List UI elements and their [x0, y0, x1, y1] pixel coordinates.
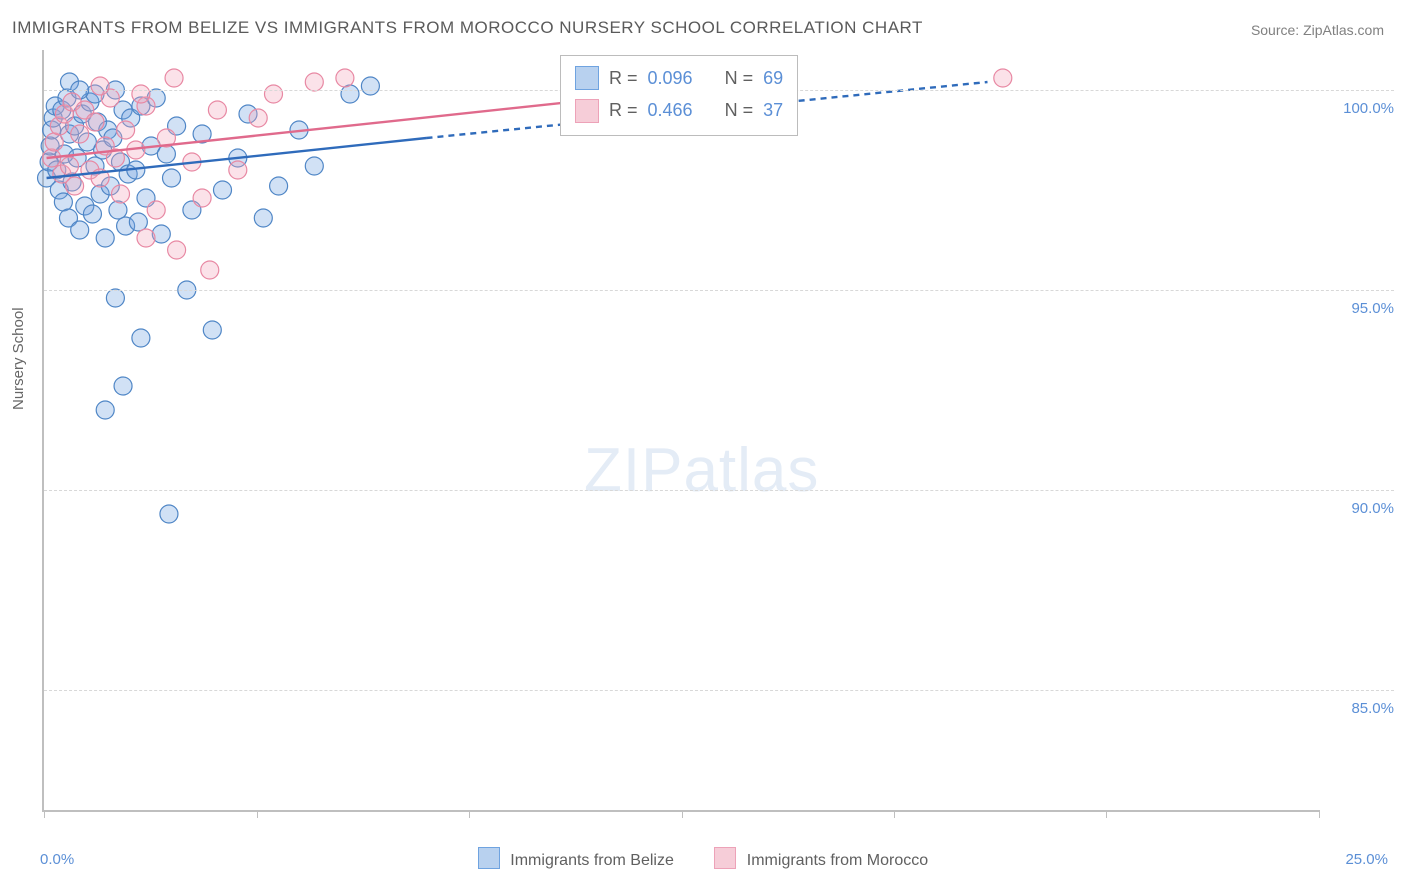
plot-area: ZIPatlas 85.0%90.0%95.0%100.0% — [42, 50, 1319, 812]
correlation-stats-box: R = 0.096 N = 69 R = 0.466 N = 37 — [560, 55, 798, 136]
scatter-point — [994, 69, 1012, 87]
stats-N-label: N = — [725, 94, 754, 126]
scatter-point — [91, 77, 109, 95]
y-tick-label: 90.0% — [1329, 500, 1394, 517]
scatter-point — [168, 241, 186, 259]
x-tick — [469, 810, 470, 818]
scatter-point — [117, 121, 135, 139]
x-tick — [894, 810, 895, 818]
scatter-point — [157, 145, 175, 163]
scatter-point — [137, 229, 155, 247]
legend-item-morocco: Immigrants from Morocco — [714, 847, 928, 870]
scatter-point — [160, 505, 178, 523]
stats-N-label: N = — [725, 62, 754, 94]
stats-R-label: R = — [609, 62, 638, 94]
scatter-point — [203, 321, 221, 339]
stats-swatch — [575, 99, 599, 123]
scatter-point — [341, 85, 359, 103]
y-tick-label: 100.0% — [1329, 100, 1394, 117]
x-tick-label-max: 25.0% — [1345, 851, 1388, 868]
gridline-h — [44, 290, 1394, 291]
scatter-point — [71, 125, 89, 143]
stats-row: R = 0.096 N = 69 — [575, 62, 783, 94]
y-tick-label: 95.0% — [1329, 300, 1394, 317]
stats-swatch — [575, 66, 599, 90]
scatter-point — [86, 113, 104, 131]
legend-label-morocco: Immigrants from Morocco — [747, 852, 928, 869]
chart-container: IMMIGRANTS FROM BELIZE VS IMMIGRANTS FRO… — [0, 0, 1406, 892]
chart-title: IMMIGRANTS FROM BELIZE VS IMMIGRANTS FRO… — [12, 18, 923, 38]
x-tick — [257, 810, 258, 818]
scatter-point — [305, 73, 323, 91]
scatter-point — [112, 185, 130, 203]
legend-swatch-belize — [478, 847, 500, 869]
scatter-point — [361, 77, 379, 95]
scatter-point — [201, 261, 219, 279]
scatter-point — [147, 201, 165, 219]
stats-N-value: 37 — [763, 94, 783, 126]
scatter-point — [336, 69, 354, 87]
stats-R-value: 0.096 — [648, 62, 693, 94]
scatter-point — [132, 329, 150, 347]
x-tick — [1106, 810, 1107, 818]
legend-swatch-morocco — [714, 847, 736, 869]
scatter-point — [254, 209, 272, 227]
plot-svg — [44, 50, 1394, 810]
legend-label-belize: Immigrants from Belize — [510, 852, 674, 869]
scatter-point — [54, 193, 72, 211]
x-tick — [1319, 810, 1320, 818]
scatter-point — [114, 377, 132, 395]
scatter-point — [193, 189, 211, 207]
scatter-point — [96, 229, 114, 247]
scatter-point — [61, 157, 79, 175]
x-tick — [44, 810, 45, 818]
gridline-h — [44, 690, 1394, 691]
scatter-point — [45, 133, 63, 151]
x-tick-label-min: 0.0% — [40, 851, 74, 868]
scatter-point — [109, 201, 127, 219]
y-axis-label: Nursery School — [10, 307, 27, 410]
source-attribution: Source: ZipAtlas.com — [1251, 22, 1384, 38]
scatter-point — [129, 213, 147, 231]
scatter-point — [305, 157, 323, 175]
x-tick — [682, 810, 683, 818]
stats-R-label: R = — [609, 94, 638, 126]
stats-N-value: 69 — [763, 62, 783, 94]
scatter-point — [71, 221, 89, 239]
scatter-point — [214, 181, 232, 199]
stats-R-value: 0.466 — [648, 94, 693, 126]
gridline-h — [44, 490, 1394, 491]
scatter-point — [249, 109, 267, 127]
scatter-point — [270, 177, 288, 195]
scatter-point — [66, 177, 84, 195]
scatter-point — [96, 401, 114, 419]
y-tick-label: 85.0% — [1329, 700, 1394, 717]
legend-item-belize: Immigrants from Belize — [478, 847, 674, 870]
scatter-point — [165, 69, 183, 87]
scatter-point — [132, 85, 150, 103]
scatter-point — [208, 101, 226, 119]
legend: Immigrants from Belize Immigrants from M… — [0, 847, 1406, 870]
stats-row: R = 0.466 N = 37 — [575, 94, 783, 126]
scatter-point — [106, 289, 124, 307]
scatter-point — [163, 169, 181, 187]
scatter-point — [265, 85, 283, 103]
scatter-point — [83, 205, 101, 223]
scatter-point — [229, 161, 247, 179]
